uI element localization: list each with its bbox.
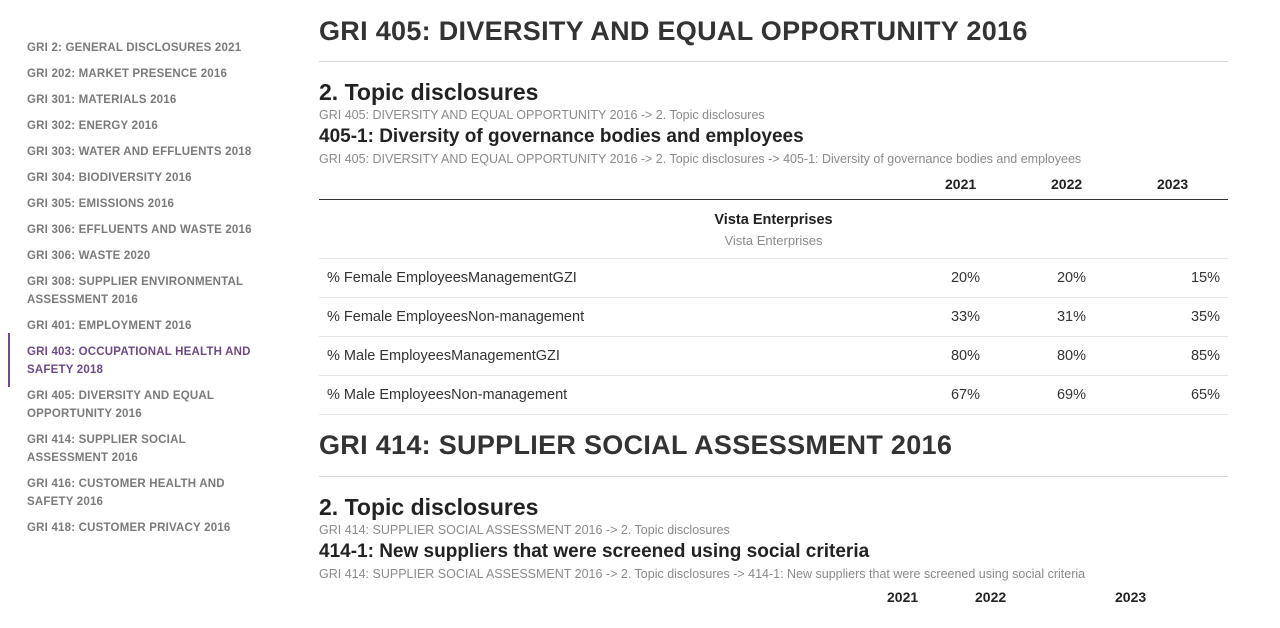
cell-value: 65% — [1190, 387, 1220, 403]
row-label: % Female EmployeesNon-management — [327, 309, 585, 325]
column-header-year: 2022 — [975, 589, 1007, 605]
sidebar-item-gri-416[interactable]: GRI 416: CUSTOMER HEALTH AND SAFETY 2016 — [27, 478, 225, 508]
sidebar-item-gri-303[interactable]: GRI 303: WATER AND EFFLUENTS 2018 — [27, 146, 252, 158]
cell-value: 67% — [950, 387, 980, 403]
section-title: GRI 405: DIVERSITY AND EQUAL OPPORTUNITY… — [319, 16, 1028, 46]
row-label: % Male EmployeesManagementGZI — [327, 348, 560, 364]
cell-value: 31% — [1056, 309, 1086, 325]
sidebar-item-gri-202[interactable]: GRI 202: MARKET PRESENCE 2016 — [27, 68, 228, 80]
disclosure-breadcrumb: GRI 405: DIVERSITY AND EQUAL OPPORTUNITY… — [319, 152, 1082, 166]
sidebar-nav: GRI 2: GENERAL DISCLOSURES 2021 GRI 202:… — [0, 35, 280, 541]
sidebar-item-gri-304[interactable]: GRI 304: BIODIVERSITY 2016 — [27, 172, 192, 184]
column-header-year: 2023 — [1115, 589, 1147, 605]
entity-group-header: Vista Enterprises Vista Enterprises — [319, 200, 1228, 259]
sidebar-item-gri-302[interactable]: GRI 302: ENERGY 2016 — [27, 120, 158, 132]
cell-value: 20% — [1056, 270, 1086, 286]
sidebar-item-gri-418[interactable]: GRI 418: CUSTOMER PRIVACY 2016 — [27, 522, 231, 534]
row-label: % Male EmployeesNon-management — [327, 387, 568, 403]
sidebar-item-gri-405[interactable]: GRI 405: DIVERSITY AND EQUAL OPPORTUNITY… — [27, 390, 214, 420]
entity-name: Vista Enterprises — [714, 212, 833, 228]
cell-value: 85% — [1190, 348, 1220, 364]
cell-value: 69% — [1056, 387, 1086, 403]
sidebar-item-gri-306-waste[interactable]: GRI 306: WASTE 2020 — [27, 250, 151, 262]
column-header-year: 2022 — [1051, 176, 1083, 192]
sidebar-item-gri-305[interactable]: GRI 305: EMISSIONS 2016 — [27, 198, 175, 210]
table-row: % Female EmployeesNon-management 33% 31%… — [319, 298, 1228, 337]
sidebar-item-gri-401[interactable]: GRI 401: EMPLOYMENT 2016 — [27, 320, 192, 332]
cell-value: 35% — [1190, 309, 1220, 325]
row-label: % Female EmployeesManagementGZI — [327, 270, 577, 286]
section-title: GRI 414: SUPPLIER SOCIAL ASSESSMENT 2016 — [319, 430, 953, 460]
data-table: 2021 2022 2023 Vista Enterprises Vista E… — [319, 173, 1228, 415]
sidebar-item-gri-301[interactable]: GRI 301: MATERIALS 2016 — [27, 94, 177, 106]
cell-value: 33% — [950, 309, 980, 325]
disclosure-breadcrumb: GRI 414: SUPPLIER SOCIAL ASSESSMENT 2016… — [319, 567, 1086, 581]
topic-heading: 2. Topic disclosures — [319, 494, 539, 520]
section-divider — [319, 476, 1228, 477]
cell-value: 20% — [950, 270, 980, 286]
table-header-row: 2021 2022 2023 — [319, 173, 1228, 200]
breadcrumb: GRI 405: DIVERSITY AND EQUAL OPPORTUNITY… — [319, 108, 765, 122]
topic-heading: 2. Topic disclosures — [319, 79, 539, 105]
cell-value: 15% — [1190, 270, 1220, 286]
disclosure-heading: 414-1: New suppliers that were screened … — [319, 541, 870, 562]
sidebar-item-gri-403[interactable]: GRI 403: OCCUPATIONAL HEALTH AND SAFETY … — [0, 333, 280, 387]
sidebar-item-gri-308[interactable]: GRI 308: SUPPLIER ENVIRONMENTAL ASSESSME… — [27, 276, 244, 306]
main-content: GRI 405: DIVERSITY AND EQUAL OPPORTUNITY… — [319, 0, 1228, 612]
cell-value: 80% — [1056, 348, 1086, 364]
table-row: % Female EmployeesManagementGZI 20% 20% … — [319, 259, 1228, 298]
sidebar-item-gri-306-effluents[interactable]: GRI 306: EFFLUENTS AND WASTE 2016 — [27, 224, 252, 236]
breadcrumb: GRI 414: SUPPLIER SOCIAL ASSESSMENT 2016… — [319, 523, 730, 537]
entity-subtitle: Vista Enterprises — [724, 233, 823, 248]
table-row: % Male EmployeesNon-management 67% 69% 6… — [319, 376, 1228, 415]
sidebar-item-gri-2[interactable]: GRI 2: GENERAL DISCLOSURES 2021 — [27, 42, 242, 54]
section-divider — [319, 61, 1228, 62]
column-header-year: 2021 — [945, 176, 977, 192]
table-header-row: 2021 2022 2023 — [319, 586, 1228, 612]
sidebar-item-gri-414[interactable]: GRI 414: SUPPLIER SOCIAL ASSESSMENT 2016 — [27, 434, 186, 464]
cell-value: 80% — [950, 348, 980, 364]
table-row: % Male EmployeesManagementGZI 80% 80% 85… — [319, 337, 1228, 376]
column-header-year: 2021 — [887, 589, 919, 605]
column-header-year: 2023 — [1157, 176, 1189, 192]
disclosure-heading: 405-1: Diversity of governance bodies an… — [319, 126, 804, 147]
